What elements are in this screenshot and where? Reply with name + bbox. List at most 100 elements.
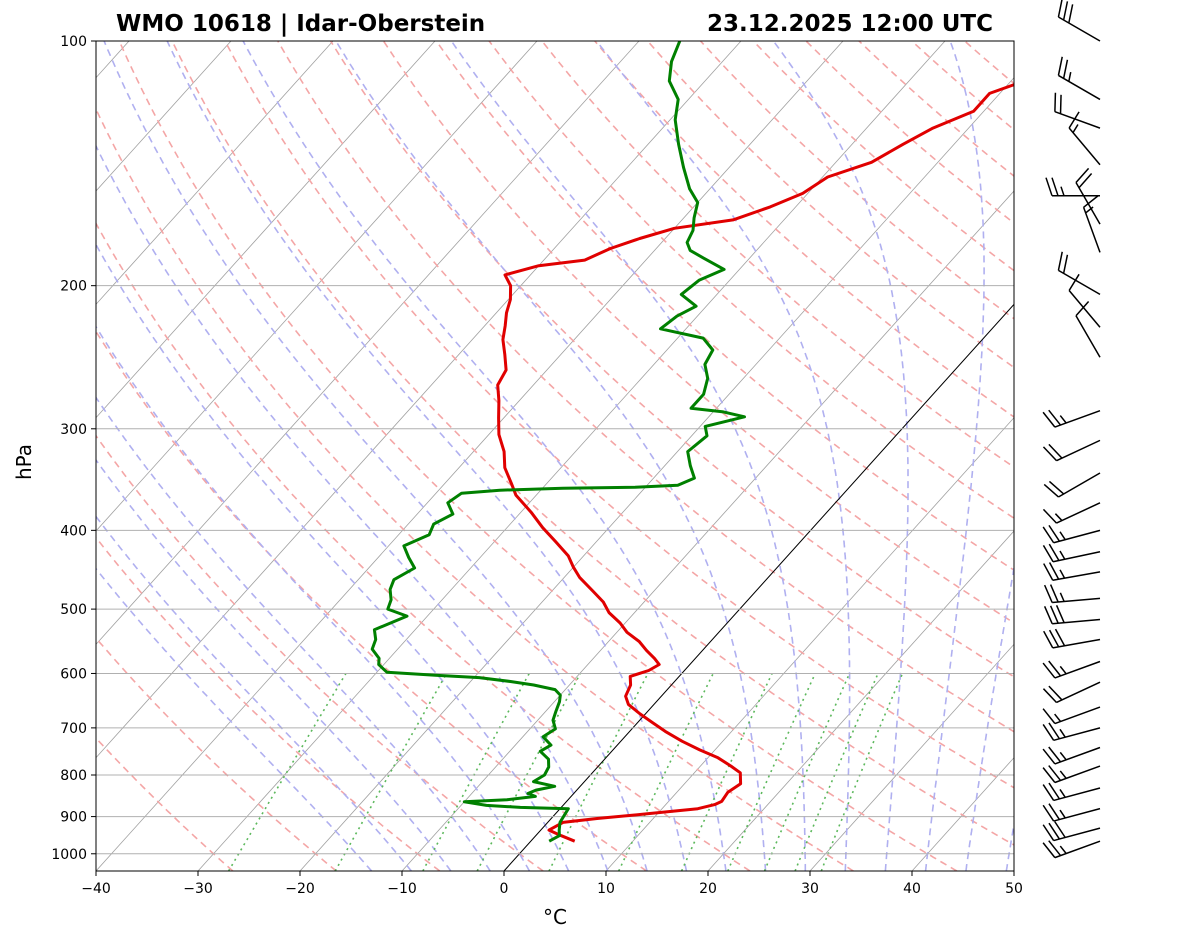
mixing-ratio-line <box>820 673 904 871</box>
wind-barb <box>1057 56 1101 101</box>
wind-barb-full-flag <box>1055 604 1065 623</box>
wind-barb <box>1075 301 1101 358</box>
wind-barb-staff <box>1058 269 1101 296</box>
wind-barb-full-flag <box>1068 4 1074 24</box>
wind-barb-staff <box>1054 660 1101 679</box>
wind-barb-staff <box>1082 207 1101 253</box>
wind-barb <box>1042 502 1101 524</box>
isotherm-line <box>809 643 1014 871</box>
wind-barb <box>1042 409 1101 428</box>
x-tick-label: −10 <box>387 881 417 897</box>
wind-barb-full-flag <box>1048 722 1061 740</box>
mixing-ratio-line <box>334 673 448 871</box>
x-axis-label: °C <box>543 905 567 929</box>
wind-barb-full-flag <box>1043 483 1059 498</box>
wind-barb-full-flag <box>1048 746 1062 763</box>
wind-barb-staff <box>1053 807 1101 822</box>
wind-barb-half-flag <box>1059 665 1067 675</box>
mixing-ratio-line <box>763 673 851 871</box>
y-axis-label: hPa <box>12 444 36 480</box>
wind-barb-full-flag <box>1042 508 1058 524</box>
dry-adiabat-line <box>171 41 1014 846</box>
wind-barb-full-flag <box>1054 628 1066 647</box>
wind-barb <box>1045 177 1100 197</box>
wind-barb <box>1042 803 1101 822</box>
wind-barb-staff <box>1075 315 1101 358</box>
wind-barb <box>1042 840 1101 859</box>
chart-title-right: 23.12.2025 12:00 UTC <box>707 11 993 37</box>
wind-barb-full-flag <box>1043 584 1053 603</box>
wind-barb-staff <box>1054 111 1101 129</box>
wind-barb-half-flag <box>1059 770 1067 779</box>
wind-barb-full-flag <box>1062 254 1069 274</box>
wind-barb-full-flag <box>1043 563 1054 581</box>
wind-barb-full-flag <box>1062 59 1069 79</box>
wind-barb-staff <box>1053 827 1101 842</box>
moist-adiabat-line <box>96 396 491 871</box>
wind-barb-full-flag <box>1042 526 1055 544</box>
dry-adiabat-line <box>96 636 337 871</box>
wind-barb-full-flag <box>1042 784 1055 801</box>
dry-adiabat-line <box>96 221 751 871</box>
dry-adiabat-line <box>118 41 958 871</box>
x-tick-label: 30 <box>801 881 819 897</box>
wind-barb <box>1082 194 1101 253</box>
wind-barb-half-flag <box>1059 415 1067 424</box>
wind-barb-half-flag <box>1054 513 1063 522</box>
x-tick-label: 0 <box>500 881 509 897</box>
y-tick-label: 900 <box>60 810 87 826</box>
wind-barb-staff <box>1052 638 1101 649</box>
wind-barb-full-flag <box>1049 584 1059 603</box>
wind-barb <box>1042 543 1101 563</box>
wind-barb-half-flag <box>1060 186 1065 196</box>
wind-barb-full-flag <box>1048 840 1062 857</box>
moist-adiabat-line <box>96 325 531 871</box>
wind-barb-half-flag <box>1059 751 1067 761</box>
wind-barb-full-flag <box>1075 167 1090 184</box>
wind-barb-full-flag <box>1043 606 1053 625</box>
wind-barb-full-flag <box>1043 630 1054 649</box>
wind-barb-full-flag <box>1048 562 1060 580</box>
moist-adiabat-line <box>96 567 373 871</box>
x-tick-label: 40 <box>903 881 921 897</box>
wind-barb <box>1042 706 1101 725</box>
wind-barb-full-flag <box>1048 660 1062 677</box>
wind-barb-full-flag <box>1048 765 1062 781</box>
x-tick-label: −30 <box>183 881 213 897</box>
wind-barb-staff <box>1056 681 1101 704</box>
wind-barb <box>1043 628 1101 649</box>
y-tick-label: 1000 <box>51 847 87 863</box>
moist-adiabat-line <box>96 458 452 871</box>
dry-adiabat-line <box>96 434 544 871</box>
wind-barb-staff <box>1052 571 1101 581</box>
wind-barb-full-flag <box>1042 411 1056 428</box>
moist-adiabat-line <box>103 41 648 871</box>
moist-adiabat-line <box>595 41 851 871</box>
x-tick-label: 50 <box>1005 881 1023 897</box>
wind-barbs <box>1042 0 1101 859</box>
wind-barb-staff <box>1054 706 1101 725</box>
moist-adiabat-line <box>772 41 909 871</box>
wind-barb-staff <box>1052 597 1101 604</box>
dewpoint-profile-line <box>370 41 746 843</box>
dry-adiabat-line <box>382 41 1014 624</box>
wind-barb-full-flag <box>1048 685 1063 701</box>
moist-adiabat-line <box>335 41 767 871</box>
wind-barb <box>1042 660 1101 679</box>
dry-adiabat-line <box>277 41 1014 733</box>
wind-barb <box>1043 472 1101 498</box>
isotherm-line <box>299 77 1014 871</box>
wind-barb-full-flag <box>1042 767 1056 783</box>
x-tick-label: 20 <box>699 881 717 897</box>
wind-barb-staff <box>1052 551 1101 563</box>
wind-barb-staff <box>1056 439 1101 462</box>
mixing-ratio-line <box>548 673 649 871</box>
y-tick-label: 100 <box>60 34 87 50</box>
dry-adiabat-line <box>96 107 854 871</box>
mixing-ratio-line <box>794 673 879 871</box>
wind-barb <box>1042 765 1101 784</box>
wind-barb <box>1068 273 1101 328</box>
y-tick-label: 700 <box>60 721 87 737</box>
